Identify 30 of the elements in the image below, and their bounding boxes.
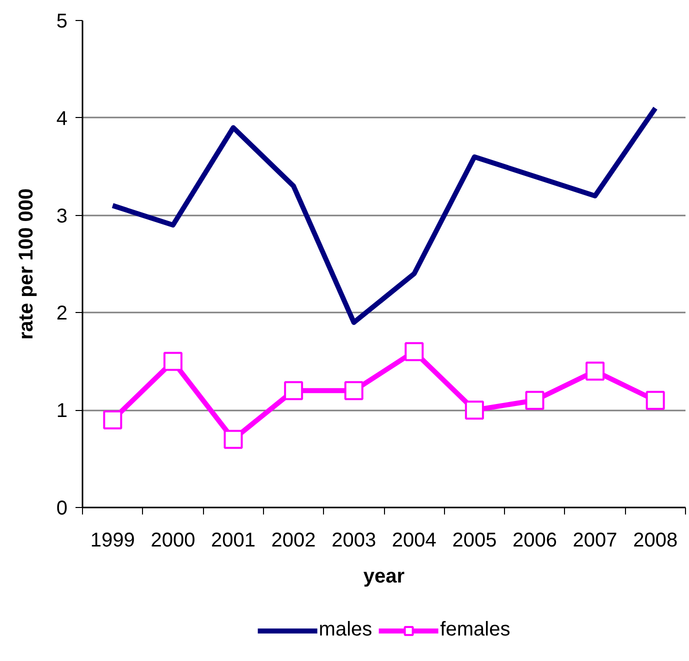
y-tick-label: 4 bbox=[56, 108, 68, 130]
y-tick-label: 2 bbox=[56, 302, 68, 325]
x-tick-label: 2006 bbox=[512, 530, 558, 552]
point bbox=[284, 381, 304, 400]
point bbox=[224, 430, 243, 449]
x-tick-label: 2005 bbox=[452, 530, 497, 552]
x-tick-label: 2002 bbox=[271, 530, 316, 552]
point bbox=[344, 381, 364, 400]
x-tick-label: 2008 bbox=[633, 530, 678, 552]
y-axis-title: rate per 100 000 bbox=[15, 188, 38, 340]
x-tick-label: 2001 bbox=[211, 530, 256, 552]
point bbox=[103, 410, 122, 430]
point bbox=[586, 362, 605, 381]
point bbox=[163, 352, 182, 371]
x-tick-label: 2007 bbox=[572, 530, 618, 552]
x-tick-label: 2000 bbox=[150, 530, 196, 552]
x-tick-label: 2003 bbox=[332, 530, 376, 552]
legend-label: females bbox=[440, 618, 510, 642]
legend-label: males bbox=[318, 618, 372, 642]
point bbox=[404, 342, 424, 362]
point bbox=[525, 390, 544, 410]
y-tick-label: 3 bbox=[56, 205, 68, 228]
x-axis-title: year bbox=[363, 566, 405, 588]
y-tick-label: 1 bbox=[56, 400, 68, 422]
point bbox=[646, 390, 665, 410]
y-tick-label: 5 bbox=[56, 10, 68, 32]
x-tick-label: 1999 bbox=[90, 530, 135, 552]
x-tick-label: 2004 bbox=[392, 530, 436, 552]
point bbox=[464, 400, 484, 420]
y-tick-label: 0 bbox=[56, 498, 68, 520]
